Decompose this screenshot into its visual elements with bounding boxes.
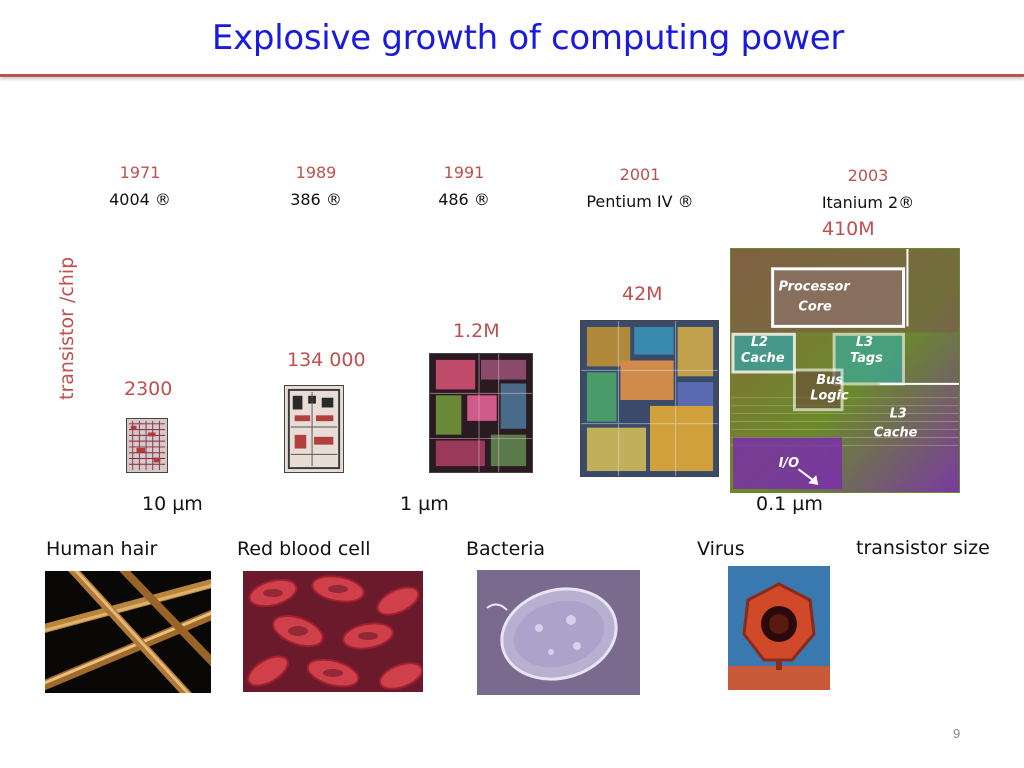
bacteria-photo — [477, 570, 640, 695]
die-label-tags: Tags — [850, 351, 883, 366]
scale-mark-0-1um: 0.1 µm — [756, 493, 823, 515]
slide-title: Explosive growth of computing power — [211, 18, 845, 58]
virus-photo — [728, 566, 830, 690]
year-486: 1991 — [443, 163, 485, 182]
die-label-io: I/O — [779, 456, 799, 471]
die-label-l2-cache: Cache — [741, 351, 785, 366]
red-blood-cell-photo — [243, 571, 423, 692]
object-label-human-hair: Human hair — [46, 538, 158, 560]
year-4004: 1971 — [119, 163, 161, 182]
chip-name-486: 486 ® — [438, 190, 490, 209]
die-label-l3: L3 — [890, 407, 907, 422]
die-label-logic: Logic — [810, 389, 849, 404]
chip-name-386: 386 ® — [290, 190, 342, 209]
die-image-486 — [429, 353, 533, 473]
transistor-count-pentium: 42M — [622, 283, 663, 305]
die-label-l3-tags: L3 — [856, 335, 873, 350]
die-label-l3-cache: Cache — [874, 425, 918, 440]
year-386: 1989 — [295, 163, 337, 182]
transistor-count-386: 134 000 — [287, 349, 366, 371]
chip-name-4004: 4004 ® — [109, 190, 171, 209]
die-label-l2: L2 — [751, 335, 768, 350]
die-label-core: Core — [798, 299, 832, 314]
object-label-bacteria: Bacteria — [466, 538, 545, 560]
year-itanium: 2003 — [847, 166, 889, 185]
scale-mark-10um: 10 µm — [142, 493, 203, 515]
chip-name-itanium: Itanium 2® — [821, 193, 915, 212]
die-label-bus: Bus — [816, 373, 843, 388]
chip-name-pentium: Pentium IV ® — [586, 192, 694, 211]
page-number: 9 — [953, 726, 961, 741]
die-image-386 — [284, 385, 344, 473]
die-image-itanium: Processor Core L2 Cache L3 Tags Bus Logi… — [730, 248, 960, 493]
die-image-pentium — [580, 320, 719, 477]
object-label-virus: Virus — [697, 538, 745, 560]
human-hair-photo — [45, 571, 211, 693]
transistor-count-itanium: 410M — [822, 218, 875, 240]
transistor-size-label: transistor size — [856, 537, 990, 559]
transistor-count-4004: 2300 — [124, 378, 173, 400]
die-label-processor: Processor — [779, 280, 852, 295]
transistor-count-486: 1.2M — [453, 320, 500, 342]
die-image-4004 — [126, 418, 168, 473]
title-divider — [0, 74, 1024, 77]
y-axis-label: transistor /chip — [56, 256, 78, 400]
object-label-red-blood-cell: Red blood cell — [237, 538, 371, 560]
scale-mark-1um: 1 µm — [400, 493, 449, 515]
year-pentium: 2001 — [619, 165, 661, 184]
